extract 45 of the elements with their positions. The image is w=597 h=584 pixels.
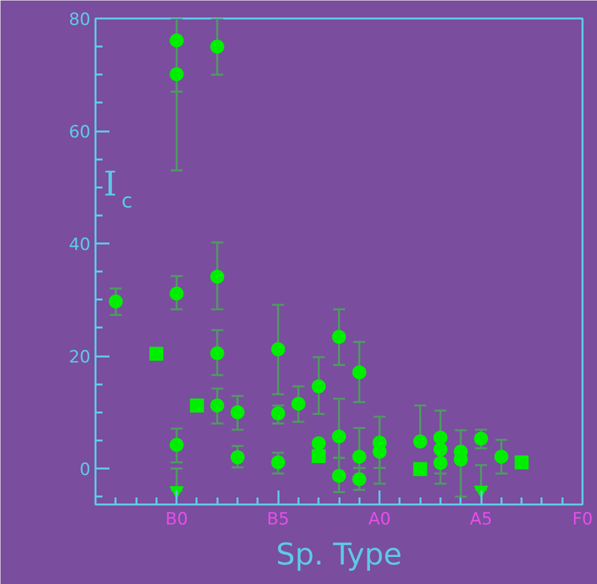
point [210, 40, 224, 54]
point [149, 346, 164, 361]
y-tick-label: 40 [68, 235, 91, 255]
point [332, 330, 346, 344]
point [210, 270, 224, 284]
point [190, 398, 204, 412]
point [332, 429, 346, 444]
point [352, 365, 366, 380]
point [352, 450, 366, 464]
point [312, 436, 326, 450]
y-tick-label: 0 [80, 460, 91, 480]
x-tick-label: B0 [165, 510, 188, 530]
point [433, 456, 448, 470]
point [413, 434, 428, 448]
point [433, 430, 448, 445]
x-axis-title: Sp. Type [276, 538, 402, 572]
point [352, 472, 366, 486]
point [312, 449, 326, 464]
point [230, 450, 245, 464]
x-tick-label: A5 [470, 510, 492, 530]
y-tick-label: 20 [68, 348, 91, 368]
point [170, 286, 184, 301]
point [291, 396, 306, 411]
point [271, 455, 286, 470]
x-tick-label: A0 [368, 510, 391, 530]
point [514, 455, 529, 470]
point [108, 294, 123, 308]
point [474, 432, 488, 446]
point [210, 346, 224, 360]
point [413, 462, 428, 476]
point [433, 442, 448, 456]
point [210, 398, 224, 412]
point [312, 379, 326, 394]
point [230, 405, 245, 420]
y-tick-label: 80 [68, 10, 91, 30]
point [170, 67, 184, 82]
point [271, 406, 286, 420]
point [170, 33, 184, 48]
point [170, 438, 184, 452]
point [332, 468, 346, 483]
point [271, 342, 286, 356]
x-tick-label: B5 [266, 510, 290, 530]
x-tick-label: F0 [572, 510, 593, 530]
point [494, 450, 508, 464]
y-tick-label: 60 [68, 122, 91, 142]
